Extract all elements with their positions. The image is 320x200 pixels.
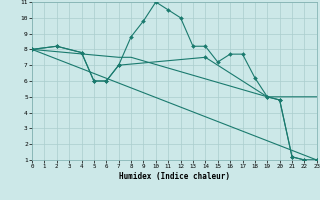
X-axis label: Humidex (Indice chaleur): Humidex (Indice chaleur) (119, 172, 230, 181)
